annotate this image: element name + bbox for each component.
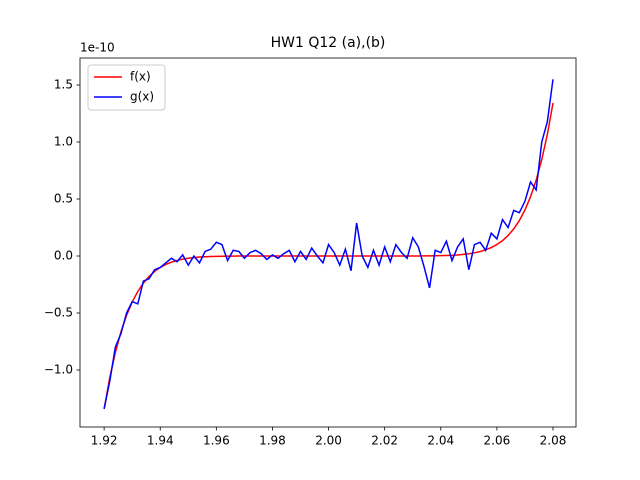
y-tick-label: −0.5 bbox=[44, 306, 73, 320]
x-tick-label: 2.00 bbox=[315, 434, 342, 448]
y-tick-label: 1.0 bbox=[54, 135, 73, 149]
x-tick-label: 2.04 bbox=[427, 434, 454, 448]
offset-text: 1e-10 bbox=[80, 41, 115, 55]
x-tick-label: 1.96 bbox=[203, 434, 230, 448]
x-tick-label: 2.06 bbox=[484, 434, 511, 448]
x-tick-label: 1.94 bbox=[147, 434, 174, 448]
legend-label: f(x) bbox=[130, 70, 151, 84]
axes-frame bbox=[79, 57, 577, 428]
chart-title: HW1 Q12 (a),(b) bbox=[271, 35, 386, 51]
y-tick-label: 0.0 bbox=[54, 249, 73, 263]
data-line bbox=[103, 79, 554, 409]
x-tick-label: 2.02 bbox=[371, 434, 398, 448]
y-tick-label: −1.0 bbox=[44, 363, 73, 377]
legend-label: g(x) bbox=[130, 90, 154, 104]
y-tick-label: 0.5 bbox=[54, 192, 73, 206]
y-tick-label: 1.5 bbox=[54, 78, 73, 92]
x-tick-label: 1.98 bbox=[259, 434, 286, 448]
x-tick-label: 1.92 bbox=[91, 434, 118, 448]
x-tick-label: 2.08 bbox=[540, 434, 567, 448]
